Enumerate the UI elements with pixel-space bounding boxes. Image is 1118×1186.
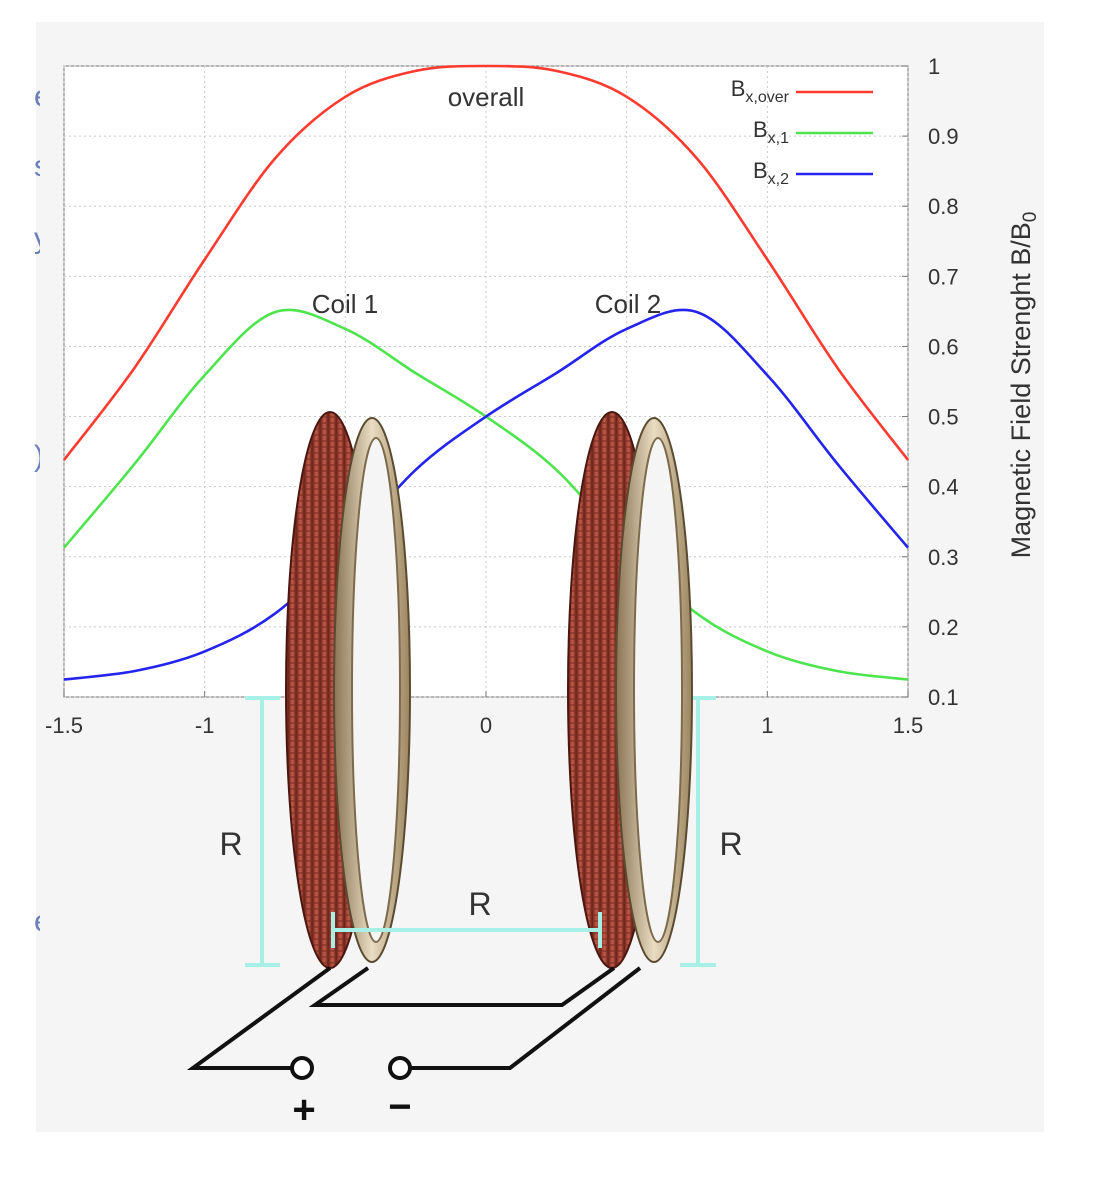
dimension-label-spacing: R xyxy=(468,886,491,922)
legend-label-sub: x,over xyxy=(745,89,789,106)
y-tick-label: 0.6 xyxy=(928,334,959,359)
clipped-text-fragment: ) xyxy=(34,440,40,474)
y-tick-label: 0.5 xyxy=(928,405,959,430)
legend-label-main: B xyxy=(753,117,768,142)
x-tick-label: 1 xyxy=(761,713,773,738)
legend-label-sub: x,1 xyxy=(768,130,789,147)
y-tick-label: 0.9 xyxy=(928,124,959,149)
clipped-text-fragment: e xyxy=(34,80,40,114)
dimension-label-right: R xyxy=(719,826,742,862)
wiring xyxy=(186,966,642,1070)
legend-label-main: B xyxy=(753,158,768,183)
annotation-coil-2: Coil 2 xyxy=(595,289,661,319)
negative-sign: − xyxy=(388,1085,411,1129)
y-axis-title: Magnetic Field Strenght B/B0 xyxy=(1006,212,1041,559)
y-axis-title-main: Magnetic Field Strenght B/B xyxy=(1006,222,1036,558)
y-axis-title-sub: 0 xyxy=(1020,212,1041,223)
x-tick-label: 0 xyxy=(480,713,492,738)
dimension-marker-left xyxy=(245,696,280,967)
series-layer xyxy=(62,64,910,681)
legend-label: Bx,over xyxy=(731,76,790,106)
clipped-text-fragment: e xyxy=(34,905,40,939)
helmholtz-coils-illustration: R R R + − xyxy=(186,411,743,1132)
legend-label-main: B xyxy=(731,76,746,101)
series-line-bx-1 xyxy=(63,308,909,681)
y-tick-label: 0.8 xyxy=(928,194,959,219)
x-axis-ticks: -1.5-1-0.500.511.5 xyxy=(45,691,923,738)
dimension-marker-spacing xyxy=(331,912,602,948)
dimension-label-left: R xyxy=(219,826,242,862)
y-tick-label: 0.2 xyxy=(928,615,959,640)
x-tick-label: -1.5 xyxy=(45,713,83,738)
field-strength-chart: -1.5-1-0.500.511.5 0.10.20.30.40.50.60.7… xyxy=(45,54,1041,738)
legend-label-sub: x,2 xyxy=(768,171,789,188)
y-tick-label: 0.7 xyxy=(928,264,959,289)
coil-1 xyxy=(285,411,411,969)
negative-terminal xyxy=(388,1056,412,1080)
y-axis-ticks: 0.1 0.2 0.3 0.4 0.5 0.6 0.7 0.8 0.9 1 xyxy=(902,54,959,710)
y-tick-label: 0.3 xyxy=(928,545,959,570)
annotation-coil-1: Coil 1 xyxy=(312,289,378,319)
annotation-overall: overall xyxy=(448,82,525,112)
positive-terminal xyxy=(290,1056,314,1080)
clipped-text-fragment: y xyxy=(34,222,40,256)
legend-label: Bx,2 xyxy=(753,158,789,188)
coil-2 xyxy=(567,411,693,969)
x-tick-label: 1.5 xyxy=(893,713,924,738)
positive-sign: + xyxy=(292,1088,315,1132)
x-tick-label: -1 xyxy=(195,713,215,738)
y-tick-label: 1 xyxy=(928,54,940,79)
clipped-text-fragment: s xyxy=(34,150,40,184)
y-tick-label: 0.4 xyxy=(928,475,959,500)
series-line-bx-2 xyxy=(63,308,909,681)
y-tick-label: 0.1 xyxy=(928,685,959,710)
legend-label: Bx,1 xyxy=(753,117,789,147)
